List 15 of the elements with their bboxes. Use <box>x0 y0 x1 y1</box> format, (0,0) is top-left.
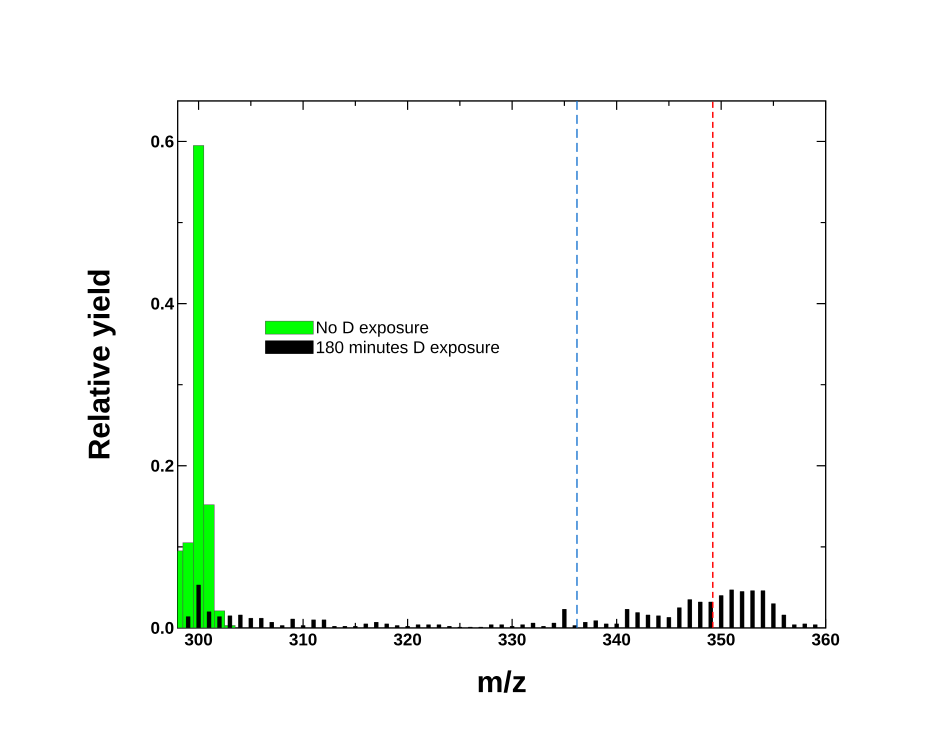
y-tick-label: 0.0 <box>151 622 174 634</box>
x-tick-label: 320 <box>394 633 422 646</box>
y-tick-label: 0.2 <box>151 460 174 472</box>
y-tick-label: 0.4 <box>151 298 174 310</box>
x-tick-label: 300 <box>184 633 212 646</box>
x-tick-label: 330 <box>498 633 526 646</box>
x-tick-label: 350 <box>707 633 735 646</box>
legend-label: 180 minutes D exposure <box>316 340 500 357</box>
x-axis-title: m/z <box>478 670 526 693</box>
y-axis-title: Relative yield <box>88 270 116 458</box>
x-tick-label: 310 <box>289 633 317 646</box>
y-tick-label: 0.6 <box>151 135 174 148</box>
x-tick-label: 340 <box>602 633 630 646</box>
legend-label: No D exposure <box>317 322 428 337</box>
x-tick-label: 360 <box>812 633 840 646</box>
